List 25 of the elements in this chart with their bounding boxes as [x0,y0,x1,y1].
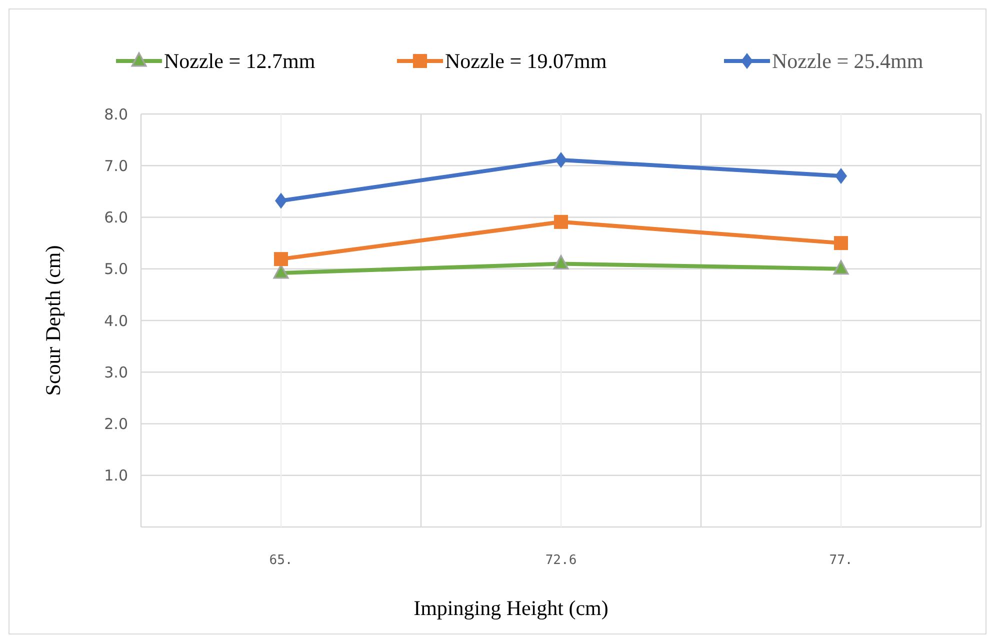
x-axis-title: Impinging Height (cm) [414,596,608,620]
y-tick-label: 2.0 [104,415,128,433]
legend-label: Nozzle = 12.7mm [164,49,316,73]
point [833,260,849,275]
y-tick-label: 8.0 [104,105,128,124]
point [274,252,288,266]
y-tick-label: 5.0 [104,260,128,278]
x-tick-label: 72.6 [545,553,577,568]
y-axis-title: Scour Depth (cm) [41,245,65,396]
y-tick-label: 1.0 [104,466,128,485]
point [553,254,569,270]
y-tick-label: 4.0 [104,312,128,330]
y-tick-label: 7.0 [104,156,128,175]
legend-label: Nozzle = 19.07mm [445,49,607,73]
y-tick-label: 6.0 [104,208,128,226]
y-tick-label: 3.0 [104,363,128,382]
point [273,264,289,279]
point [275,192,287,209]
point [554,214,568,229]
point [834,236,848,250]
point [835,168,847,184]
x-tick-label: 65. [269,553,293,568]
point [555,152,567,168]
x-tick-label: 77. [829,553,853,568]
legend-label: Nozzle = 25.4mm [772,49,924,73]
